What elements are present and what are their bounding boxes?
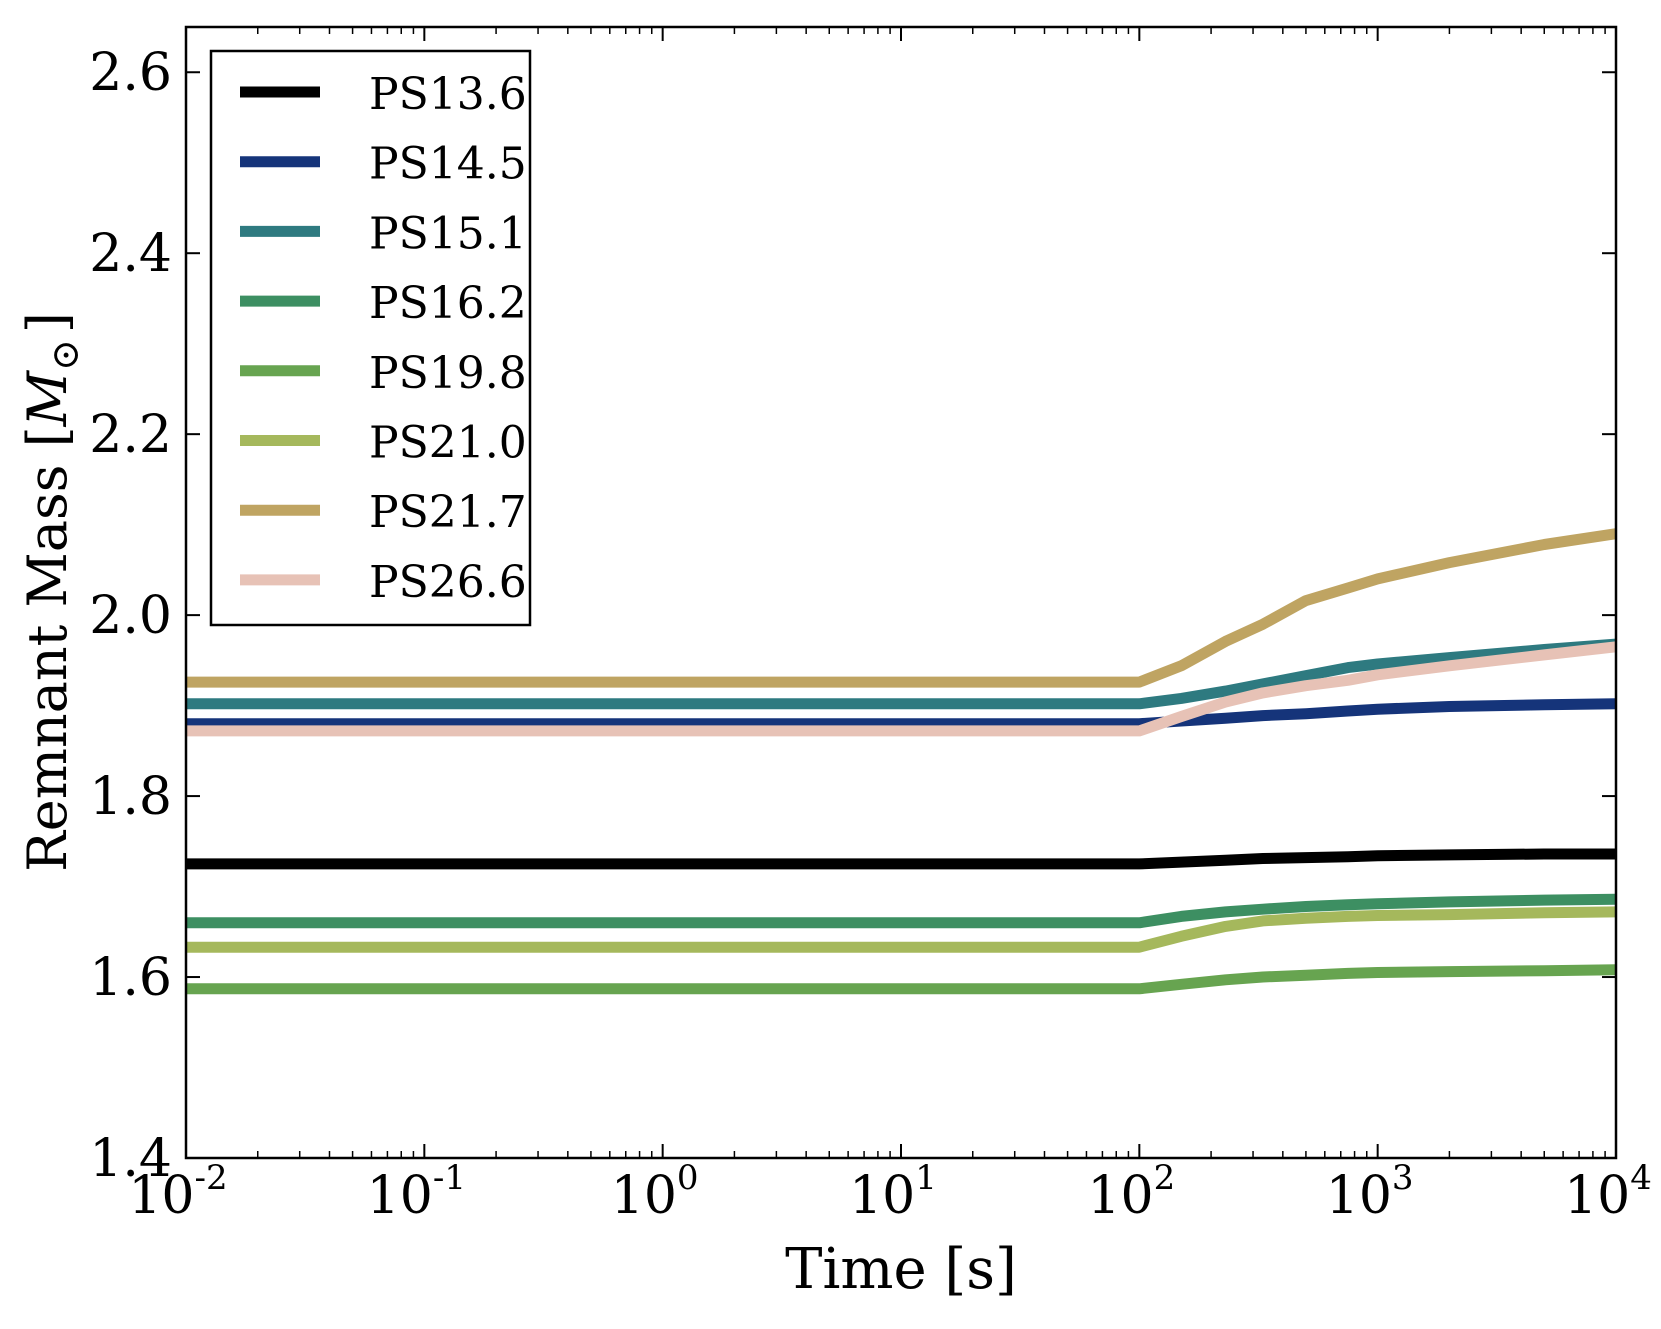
y-tick-label: 1.8 (89, 767, 172, 827)
y-tick-label: 1.4 (89, 1129, 172, 1189)
y-tick-label: 1.6 (89, 948, 172, 1008)
series-line-ps15-1 (186, 638, 1617, 710)
legend-label: PS15.1 (369, 208, 527, 259)
x-tick-label: 101 (849, 1158, 937, 1226)
x-tick-label: 100 (611, 1158, 699, 1226)
series-line-ps19-8 (186, 964, 1617, 995)
legend-label: PS19.8 (369, 348, 527, 399)
legend-label: PS13.6 (369, 69, 527, 120)
legend-label: PS26.6 (369, 557, 527, 608)
plot-frame (184, 25, 1618, 1160)
series-line-ps26-6 (186, 641, 1617, 737)
series-line-ps21-7 (186, 528, 1617, 688)
legend-box (209, 49, 532, 627)
y-axis-title-close: ] (16, 312, 79, 333)
legend-label: PS16.2 (369, 278, 527, 329)
x-tick-label: 104 (1564, 1158, 1652, 1226)
legend-label: PS21.0 (369, 418, 527, 469)
y-tick-label: 2.2 (89, 405, 172, 465)
x-tick-label: 10-2 (128, 1158, 227, 1226)
series-line-ps13-6 (186, 848, 1616, 870)
x-axis-title: Time [s] (785, 1237, 1017, 1302)
legend-label: PS14.5 (369, 139, 527, 190)
labels-layer: 10-2 10-1 100 101 102 103 104 1.4 1.6 1.8 2.0 2.2 2.… (89, 43, 1652, 1226)
legend-label: PS21.7 (369, 487, 527, 538)
y-axis-title-symbol: M (16, 369, 79, 427)
x-tick-label: 102 (1087, 1158, 1175, 1226)
series-line-ps21-0 (186, 906, 1617, 953)
series-line-ps16-2 (186, 893, 1617, 929)
y-axis-title: Remnant Mass [M⊙] (16, 312, 87, 872)
y-tick-label: 2.4 (89, 224, 172, 284)
y-tick-label: 2.0 (89, 586, 172, 646)
y-axis-title-subscript: ⊙ (43, 339, 87, 371)
series-layer (186, 528, 1617, 995)
y-tick-label: 2.6 (89, 43, 172, 103)
x-tick-label: 10-1 (367, 1158, 466, 1226)
y-axis-title-text: Remnant Mass [ (16, 426, 79, 872)
legend: PS13.6 PS14.5 PS15.1 PS16.2 PS19.8 PS21.0 PS21… (209, 49, 532, 627)
x-tick-label: 103 (1326, 1158, 1414, 1226)
